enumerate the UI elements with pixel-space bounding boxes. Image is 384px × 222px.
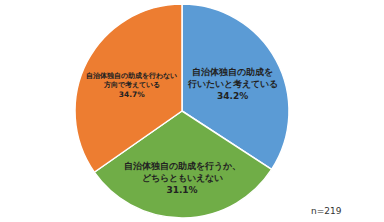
svg-text:自治体独自の助成を行いたいと考えている34.2%: 自治体独自の助成を行いたいと考えている34.2% — [187, 67, 278, 100]
svg-text:自治体独自の助成を行うか、どちらともいえない31.1%: 自治体独自の助成を行うか、どちらともいえない31.1% — [124, 161, 241, 194]
svg-text:自治体独自の助成を行わない方向で考えている34.7%: 自治体独自の助成を行わない方向で考えている34.7% — [86, 71, 177, 99]
svg-text:n=219: n=219 — [311, 206, 342, 216]
